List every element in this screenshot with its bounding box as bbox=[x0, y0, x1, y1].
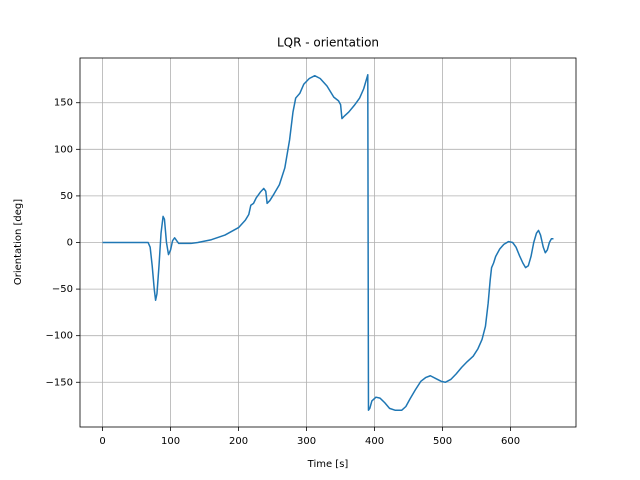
x-tick-label: 400 bbox=[365, 436, 384, 447]
y-tick-label: −50 bbox=[52, 284, 73, 295]
plot-frame bbox=[79, 57, 577, 428]
y-tick-label: 0 bbox=[67, 238, 73, 249]
y-tick-label: −150 bbox=[46, 377, 73, 388]
x-tick-label: 100 bbox=[161, 436, 180, 447]
x-tick-label: 500 bbox=[433, 436, 452, 447]
x-axis-label: Time [s] bbox=[307, 459, 349, 470]
x-tick-label: 0 bbox=[99, 436, 105, 447]
x-tick-label: 600 bbox=[501, 436, 520, 447]
data-line bbox=[102, 74, 554, 411]
y-tick-label: −100 bbox=[46, 331, 73, 342]
x-tick-label: 200 bbox=[229, 436, 248, 447]
y-tick-label: 150 bbox=[54, 98, 73, 109]
y-axis-label: Orientation [deg] bbox=[13, 199, 24, 285]
y-tick-label: 50 bbox=[60, 191, 73, 202]
x-tick-label: 300 bbox=[297, 436, 316, 447]
y-tick-label: 100 bbox=[54, 144, 73, 155]
chart-title: LQR - orientation bbox=[277, 36, 379, 50]
